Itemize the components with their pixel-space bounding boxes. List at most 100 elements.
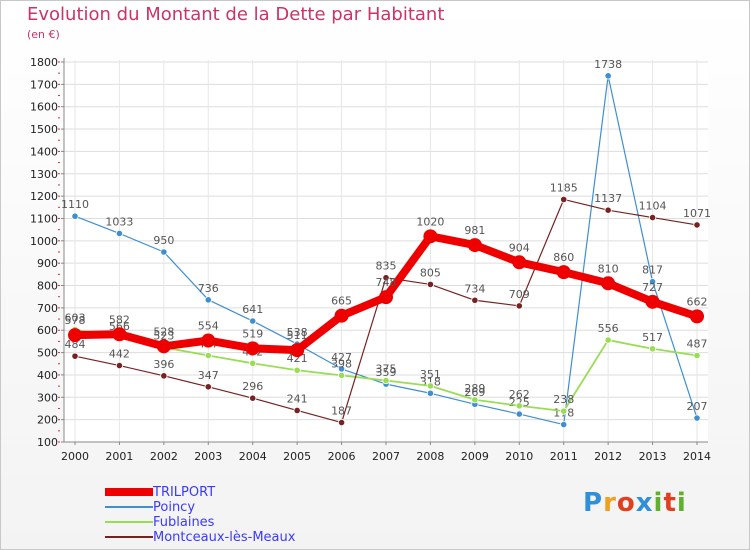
series-segment — [651, 347, 698, 357]
data-label: 554 — [198, 320, 219, 333]
data-label: 860 — [553, 251, 574, 264]
data-point — [515, 402, 523, 410]
y-tick-label: 600 — [37, 324, 58, 337]
data-point — [204, 383, 212, 391]
data-label: 511 — [287, 329, 308, 342]
data-point — [648, 213, 657, 222]
data-label: 748 — [376, 276, 397, 289]
x-tick-label: 2005 — [283, 450, 311, 463]
logo-letter: i — [653, 488, 664, 518]
data-point — [115, 361, 124, 370]
data-point — [71, 352, 79, 360]
legend-label: Fublaines — [153, 515, 215, 530]
data-label: 517 — [642, 331, 663, 344]
legend-swatch — [105, 521, 153, 523]
data-point — [160, 248, 168, 256]
data-point — [601, 276, 616, 291]
series-segment — [74, 355, 121, 367]
data-label: 519 — [242, 327, 263, 340]
data-point — [693, 351, 701, 360]
data-point — [160, 372, 168, 380]
series-segment — [563, 198, 609, 211]
series-segment — [71, 330, 124, 340]
series-segment — [207, 299, 254, 322]
data-label: 351 — [420, 368, 441, 381]
series-segment — [340, 374, 387, 382]
data-label: 421 — [287, 352, 308, 365]
y-tick-label: 800 — [37, 280, 58, 293]
data-point — [293, 366, 301, 374]
data-point — [604, 72, 612, 80]
series-segment — [115, 330, 168, 351]
legend-label: Poincy — [153, 500, 196, 515]
series-segment — [518, 404, 565, 413]
series-segment — [248, 344, 302, 355]
data-label: 582 — [109, 313, 130, 326]
y-tick-label: 1200 — [30, 190, 58, 203]
data-point — [471, 396, 479, 404]
data-label: 556 — [598, 322, 619, 335]
y-tick-label: 900 — [37, 257, 58, 270]
data-label: 665 — [331, 295, 352, 308]
x-tick-label: 2006 — [328, 450, 356, 463]
series-trilport: 578 582 528 554 519 511 665 748 1020 981 904 860 810… — [65, 215, 708, 358]
x-tick-label: 2012 — [594, 450, 622, 463]
series-segment — [340, 368, 387, 385]
data-label: 1137 — [594, 192, 622, 205]
series-segment — [385, 277, 432, 286]
legend-label: TRILPORT — [153, 485, 216, 500]
series-segment — [382, 232, 435, 302]
x-tick-label: 2007 — [372, 450, 400, 463]
data-label: 396 — [153, 358, 174, 371]
series-segment — [651, 216, 698, 226]
y-tick-label: 1600 — [30, 101, 58, 114]
data-label: 375 — [376, 363, 397, 376]
data-label: 207 — [687, 400, 708, 413]
data-point — [382, 376, 390, 385]
data-label: 817 — [642, 264, 663, 277]
series-segment — [559, 268, 613, 288]
legend-label: Montceaux-lès-Meaux — [153, 530, 296, 545]
series-segment — [474, 403, 520, 415]
y-tick-label: 1300 — [30, 168, 58, 181]
data-point — [560, 420, 568, 429]
data-label: 709 — [509, 288, 530, 301]
series-segment — [293, 311, 346, 355]
y-tick-label: 200 — [37, 414, 58, 427]
data-point — [515, 302, 523, 310]
series-segment — [563, 75, 609, 426]
series-segment — [607, 75, 654, 283]
x-tick-label: 2010 — [505, 450, 533, 463]
data-label: 262 — [509, 388, 530, 401]
series-segment — [429, 392, 476, 405]
data-label: 289 — [464, 382, 485, 395]
data-label: 347 — [198, 369, 219, 382]
x-tick-label: 2011 — [550, 450, 578, 463]
series-segment — [470, 241, 524, 267]
data-label: 241 — [287, 392, 308, 405]
data-label: 398 — [331, 357, 352, 370]
data-label: 662 — [687, 295, 708, 308]
series-segment — [159, 336, 213, 351]
logo-letter: r — [603, 488, 617, 518]
series-segment — [518, 413, 565, 426]
series-segment — [518, 198, 565, 307]
data-label: 641 — [242, 303, 263, 316]
y-tick-label: 1400 — [30, 145, 58, 158]
data-label: 603 — [65, 312, 86, 325]
data-label: 810 — [598, 262, 619, 275]
data-label: 359 — [376, 366, 397, 379]
x-tick-label: 2009 — [461, 450, 489, 463]
data-point — [382, 274, 390, 282]
data-point — [293, 406, 301, 415]
data-label: 442 — [109, 348, 130, 361]
data-point — [426, 389, 435, 397]
data-point — [648, 345, 657, 353]
data-point — [645, 294, 660, 309]
proxiti-logo: Proxiti — [583, 488, 687, 518]
series-segment — [74, 215, 121, 235]
data-point — [337, 418, 346, 427]
data-point — [71, 212, 79, 220]
series-segment — [429, 384, 476, 401]
